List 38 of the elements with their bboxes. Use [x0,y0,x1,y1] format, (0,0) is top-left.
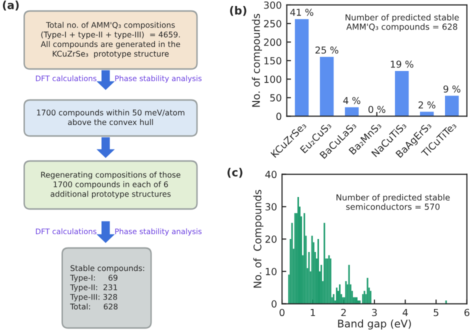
chart-title: (c) [228,168,242,178]
y-tick-label: 50 [270,94,282,102]
y-tick-label: 0 [276,112,282,120]
x-tick-label: 5 [434,308,438,316]
y-tick-label: 200 [264,38,282,46]
bar [344,107,359,116]
annotation: Number of predicted stable semiconductors = 570 [336,194,450,210]
annotation: 25 % [315,46,338,54]
x-tick-label: 1 [310,308,316,316]
bar [445,96,459,116]
annotation: 4 % [343,96,360,104]
y-tick-label: 40 [265,170,277,178]
bar [394,70,409,116]
chart-title: (b) [230,6,246,16]
bar [320,56,334,116]
y-axis-title: No. of compounds [252,14,262,107]
x-tick-label: 4 [402,308,408,316]
annotation: 41 % [290,8,314,16]
x-tick-label: 3 [372,308,377,316]
annotation: 0 % [368,106,386,113]
x-axis-title: Band gap (eV) [338,319,411,330]
bar [294,19,309,116]
x-tick-label: 2 [341,308,346,316]
annotation: 19 % [390,60,414,68]
annotation: Number of predicted stable AMM'Q₃ compounds = 628 [346,14,459,32]
y-tick-label: 20 [266,236,277,243]
y-tick-label: 100 [264,76,282,83]
y-tick-label: 10 [266,268,277,276]
x-tick-label: 6 [464,308,470,316]
y-tick-label: 300 [264,1,282,9]
annotation: 9 % [443,85,460,93]
y-tick-label: 150 [264,57,282,64]
y-tick-label: 30 [266,203,277,210]
y-tick-label: 250 [264,20,282,28]
annotation: 2 % [418,101,436,109]
text: (a) [2,0,19,11]
y-axis-title: No. of Compounds [253,190,264,288]
y-tick-label: 0 [272,300,277,308]
